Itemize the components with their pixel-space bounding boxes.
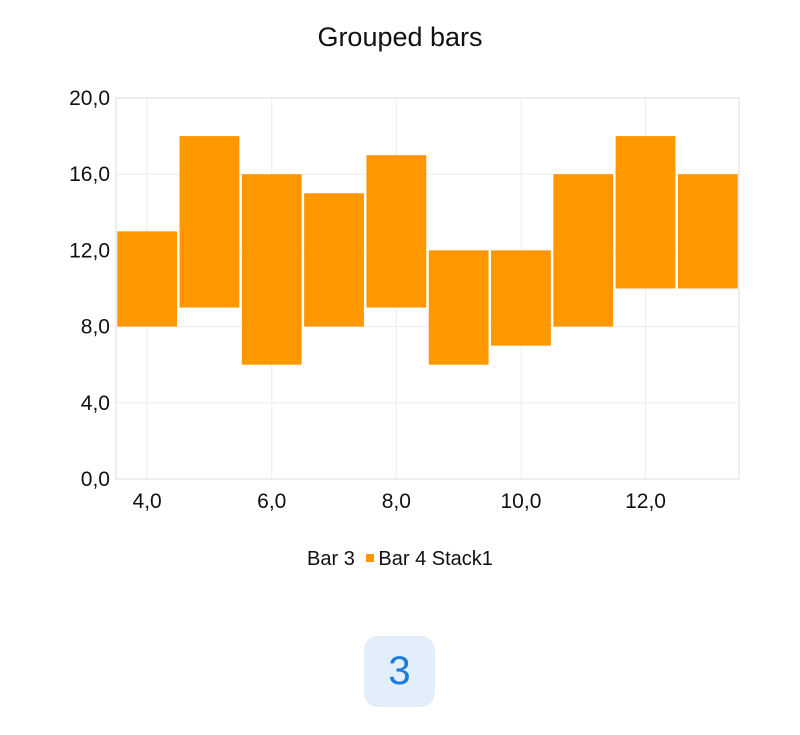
y-tick-label: 8,0 (81, 316, 110, 339)
plot-frame (115, 97, 740, 480)
bar (241, 174, 302, 365)
bar (428, 250, 489, 365)
chart-title: Grouped bars (317, 22, 483, 52)
legend-label-bar-3: Bar 3 (307, 548, 355, 570)
bar (304, 193, 364, 327)
legend-item-bar-3[interactable]: Bar 3 (307, 548, 360, 570)
y-axis-ticks: 0,0 4,0 8,0 12,0 16,0 20,0 (69, 87, 110, 491)
bar (117, 231, 178, 327)
x-tick-label: 8,0 (382, 490, 411, 513)
x-tick-label: 4,0 (133, 490, 162, 513)
legend-label-bar-4-stack1: Bar 4 Stack1 (378, 548, 493, 570)
chart-plot: 0,0 4,0 8,0 12,0 16,0 20,0 4,0 6,0 8,0 10,0 12,0 (69, 87, 740, 513)
bars (117, 136, 738, 365)
x-axis-ticks: 4,0 6,0 8,0 10,0 12,0 (133, 490, 666, 513)
bar (677, 174, 738, 289)
bar (179, 136, 240, 308)
y-tick-label: 12,0 (69, 239, 110, 262)
y-tick-label: 4,0 (81, 392, 110, 415)
bar (553, 174, 614, 327)
bar (615, 136, 676, 289)
y-tick-label: 20,0 (69, 87, 110, 110)
legend: Bar 3 Bar 4 Stack1 (0, 548, 800, 571)
y-tick-label: 16,0 (69, 163, 110, 186)
legend-swatch-bar-4 (366, 554, 375, 563)
bar (491, 250, 551, 346)
x-tick-label: 12,0 (625, 490, 666, 513)
x-tick-label: 10,0 (501, 490, 542, 513)
legend-item-bar-4-stack1[interactable]: Bar 4 Stack1 (360, 548, 493, 570)
bar (366, 155, 427, 308)
page-number-badge[interactable]: 3 (364, 636, 435, 707)
x-tick-label: 6,0 (257, 490, 286, 513)
y-tick-label: 0,0 (81, 468, 110, 491)
